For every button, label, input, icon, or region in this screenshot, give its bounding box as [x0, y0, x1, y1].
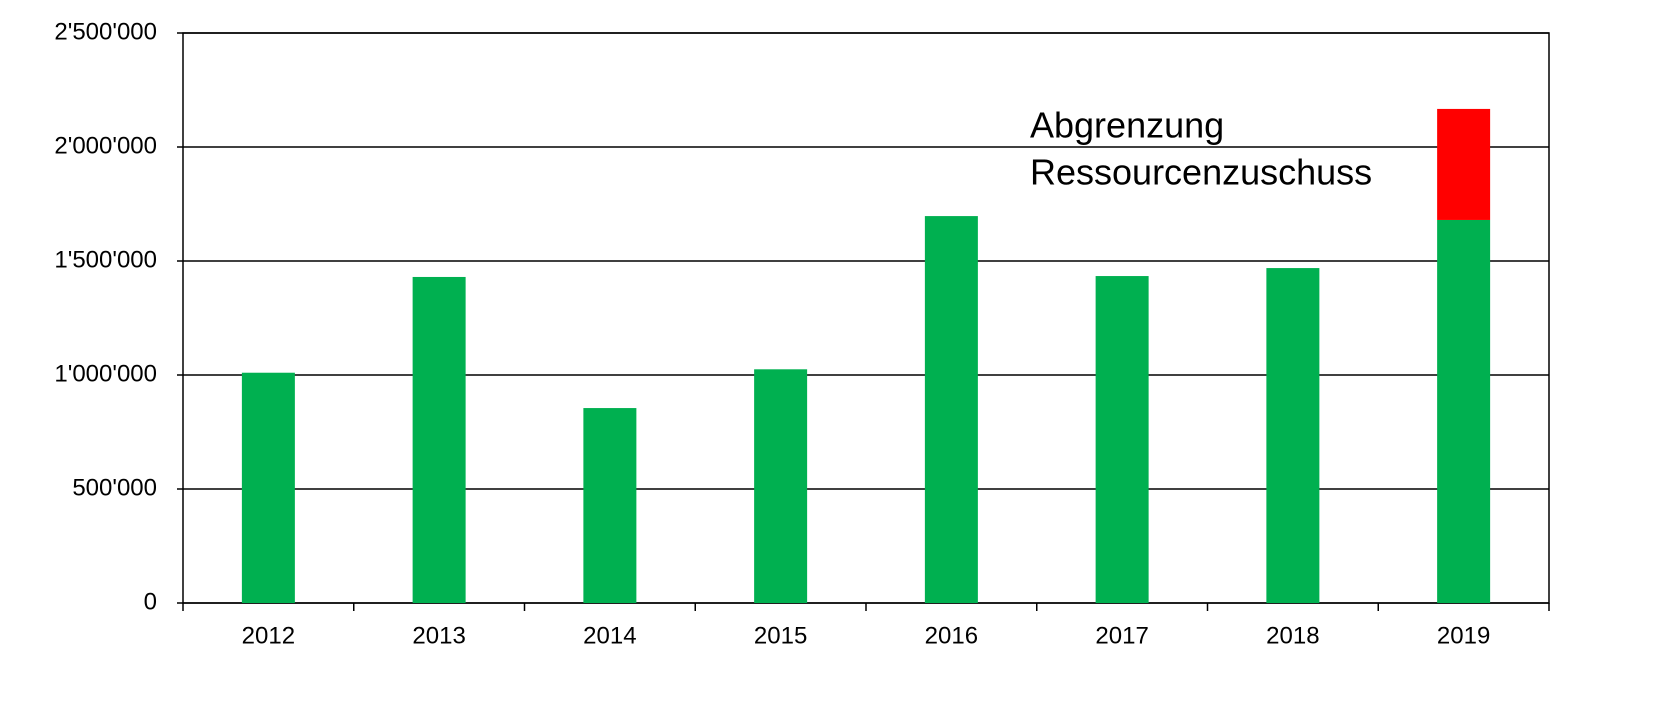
bar-segment: [1095, 276, 1149, 603]
bar-segment: [1266, 268, 1320, 603]
y-tick-label: 1'000'000: [54, 360, 157, 387]
y-tick-label: 2'500'000: [54, 18, 157, 45]
bar-segment: [412, 276, 466, 603]
y-tick-label: 1'500'000: [54, 246, 157, 273]
bar-segment: [583, 408, 637, 603]
x-tick-label: 2015: [754, 622, 807, 649]
annotation: Ressourcenzuschuss: [1030, 152, 1372, 193]
x-tick-label: 2019: [1437, 622, 1490, 649]
plot-frame: [182, 32, 1550, 604]
x-tick-label: 2013: [412, 622, 465, 649]
y-tick-label: 2'000'000: [54, 132, 157, 159]
annotation: Abgrenzung: [1030, 105, 1224, 146]
x-tick-label: 2016: [925, 622, 978, 649]
bar-segment: [1437, 108, 1491, 220]
bar-segment: [924, 216, 978, 604]
x-tick-label: 2017: [1095, 622, 1148, 649]
y-tick-label: 0: [144, 588, 157, 615]
y-tick-label: 500'000: [72, 474, 157, 501]
bar-segment: [1437, 219, 1491, 603]
bar-segment: [754, 369, 808, 603]
bar-segment: [241, 372, 295, 603]
x-tick-label: 2018: [1266, 622, 1319, 649]
x-tick-label: 2012: [242, 622, 295, 649]
x-tick-label: 2014: [583, 622, 636, 649]
